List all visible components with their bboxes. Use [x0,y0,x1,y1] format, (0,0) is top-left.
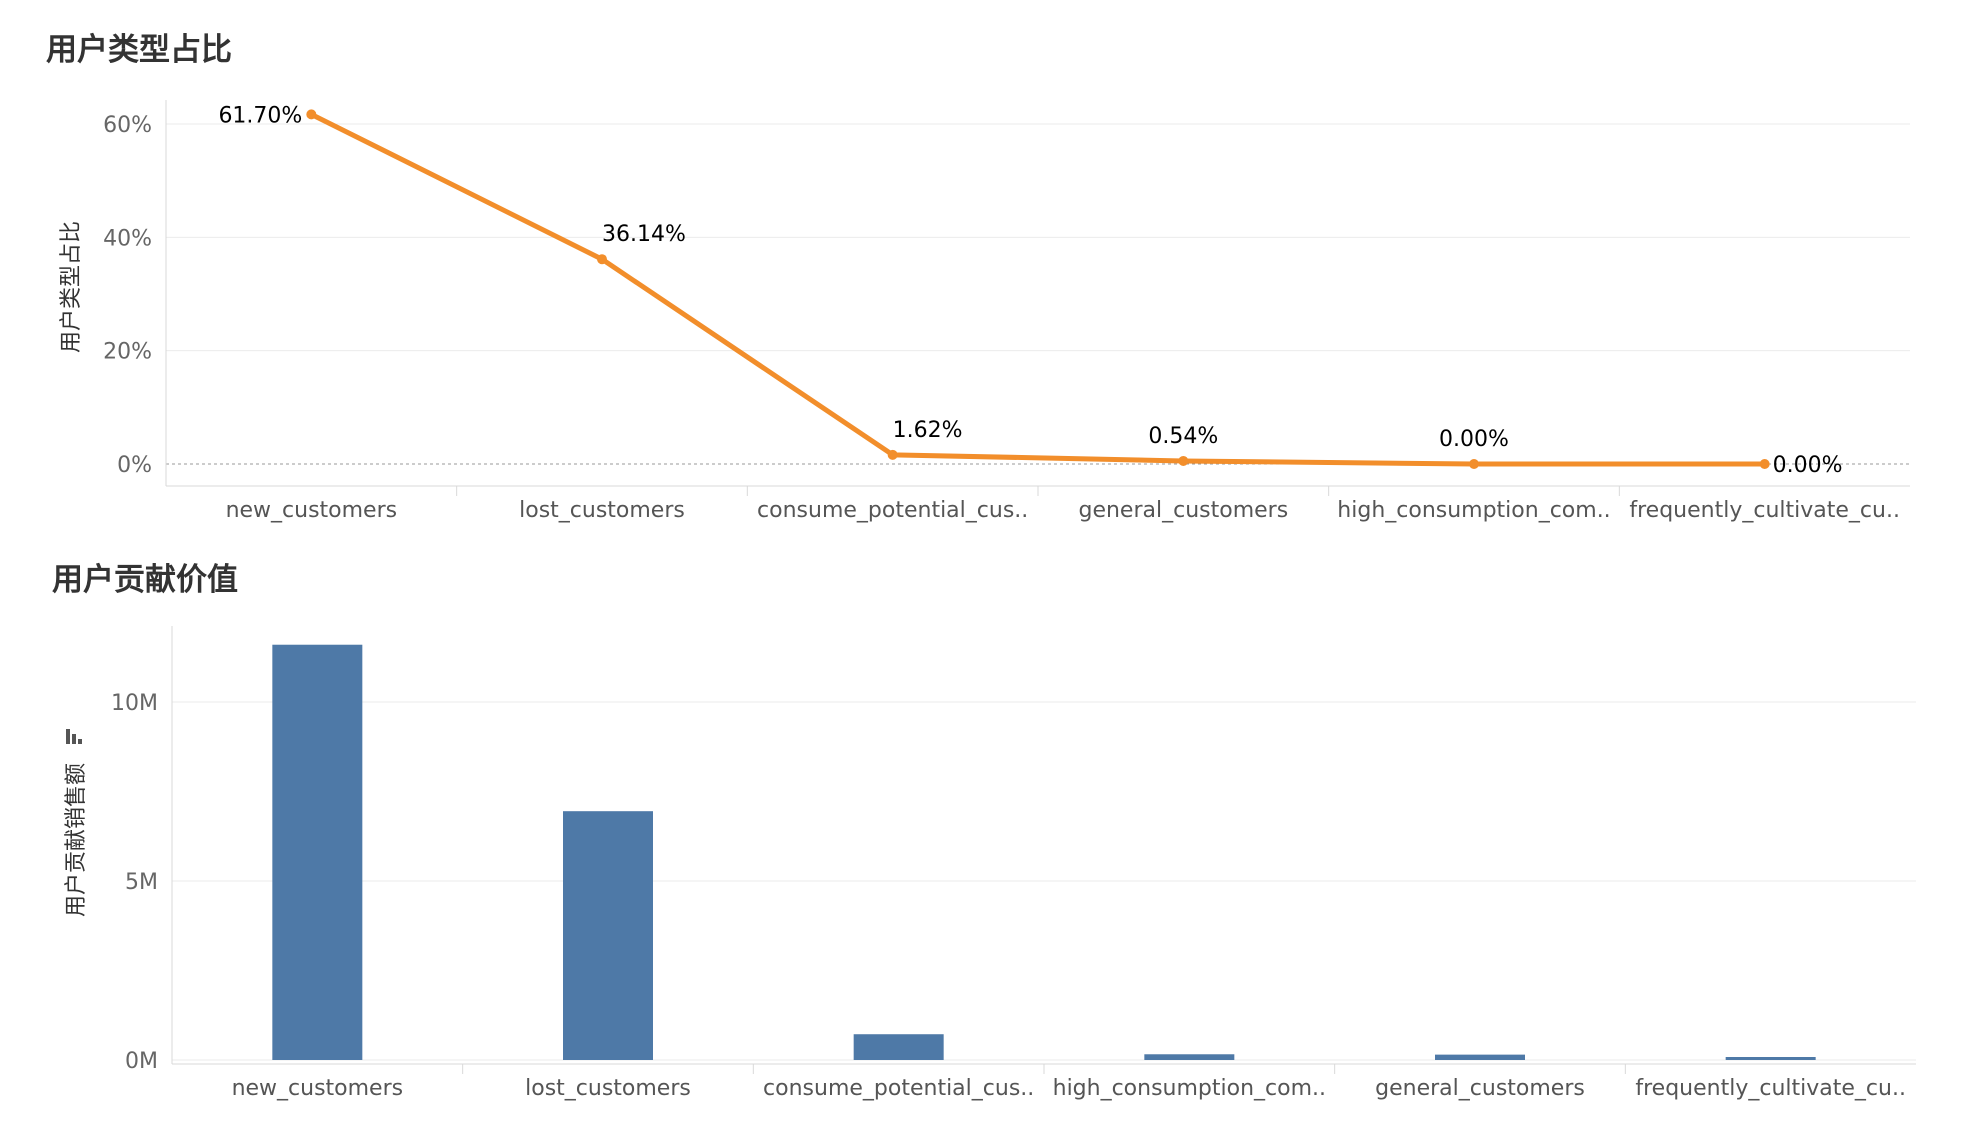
bar-chart-title: 用户贡献价值 [52,562,238,598]
data-label: 0.00% [1773,453,1843,478]
data-point[interactable] [306,109,317,120]
x-tick-label: new_customers [232,1076,404,1101]
data-point[interactable] [1178,455,1189,466]
x-tick-label: consume_potential_cus.. [763,1076,1034,1101]
y-tick-label: 0% [117,453,152,478]
line-chart-data-labels: 61.70% 36.14% 1.62% 0.54% 0.00% 0.00% [218,103,1842,478]
data-label: 1.62% [893,418,963,443]
bar[interactable] [272,644,363,1060]
data-point[interactable] [887,449,898,460]
data-label: 0.00% [1439,427,1509,452]
line-chart: 用户类型占比 用户类型占比 0% 20% 40% 60% new_customers l… [46,32,1910,523]
data-label: 0.54% [1148,424,1218,449]
y-tick-label: 0M [125,1049,158,1074]
y-tick-label: 10M [111,691,158,716]
bar[interactable] [563,811,653,1060]
bar-chart-bars [272,644,1816,1060]
bar-chart-y-axis-title: 用户贡献销售额 [64,763,89,917]
bar-chart: 用户贡献价值 用户贡献销售额 0M 5M 10M new_customers lost… [52,562,1916,1101]
bar[interactable] [1725,1057,1816,1060]
bar[interactable] [1144,1054,1235,1060]
data-label: 36.14% [602,222,686,247]
x-tick-label: general_customers [1375,1076,1585,1101]
x-tick-label: high_consumption_com.. [1053,1076,1326,1101]
x-tick-label: general_customers [1078,498,1288,523]
x-tick-label: new_customers [226,498,398,523]
sort-icon[interactable] [66,729,82,744]
bar[interactable] [1435,1054,1525,1060]
line-series-path [308,111,1768,467]
data-label: 61.70% [218,103,302,128]
line-chart-title: 用户类型占比 [46,32,232,68]
data-point[interactable] [597,254,607,265]
bar-chart-x-axis: new_customers lost_customers consume_poten… [172,1063,1916,1101]
bar-chart-gridlines [171,626,1916,1064]
line-chart-x-axis: new_customers lost_customers consume_poten… [166,485,1910,523]
y-tick-label: 20% [103,340,152,365]
y-tick-label: 40% [103,226,152,251]
line-chart-y-ticks: 0% 20% 40% 60% [103,113,152,478]
line-chart-series [308,111,1768,467]
data-point[interactable] [1469,459,1479,469]
x-tick-label: high_consumption_com.. [1337,498,1610,523]
x-tick-label: frequently_cultivate_cu.. [1635,1076,1906,1101]
x-tick-label: consume_potential_cus.. [757,498,1028,523]
line-chart-gridlines [165,100,1910,486]
x-tick-label: lost_customers [525,1076,691,1101]
bar[interactable] [853,1034,944,1060]
line-chart-y-axis-title: 用户类型占比 [59,221,84,353]
bar-chart-y-ticks: 0M 5M 10M [111,691,158,1074]
data-point[interactable] [1759,459,1770,469]
line-chart-points [306,109,1770,469]
x-tick-label: lost_customers [519,498,685,523]
y-tick-label: 5M [125,870,158,895]
y-tick-label: 60% [103,113,152,138]
x-tick-label: frequently_cultivate_cu.. [1629,498,1900,523]
